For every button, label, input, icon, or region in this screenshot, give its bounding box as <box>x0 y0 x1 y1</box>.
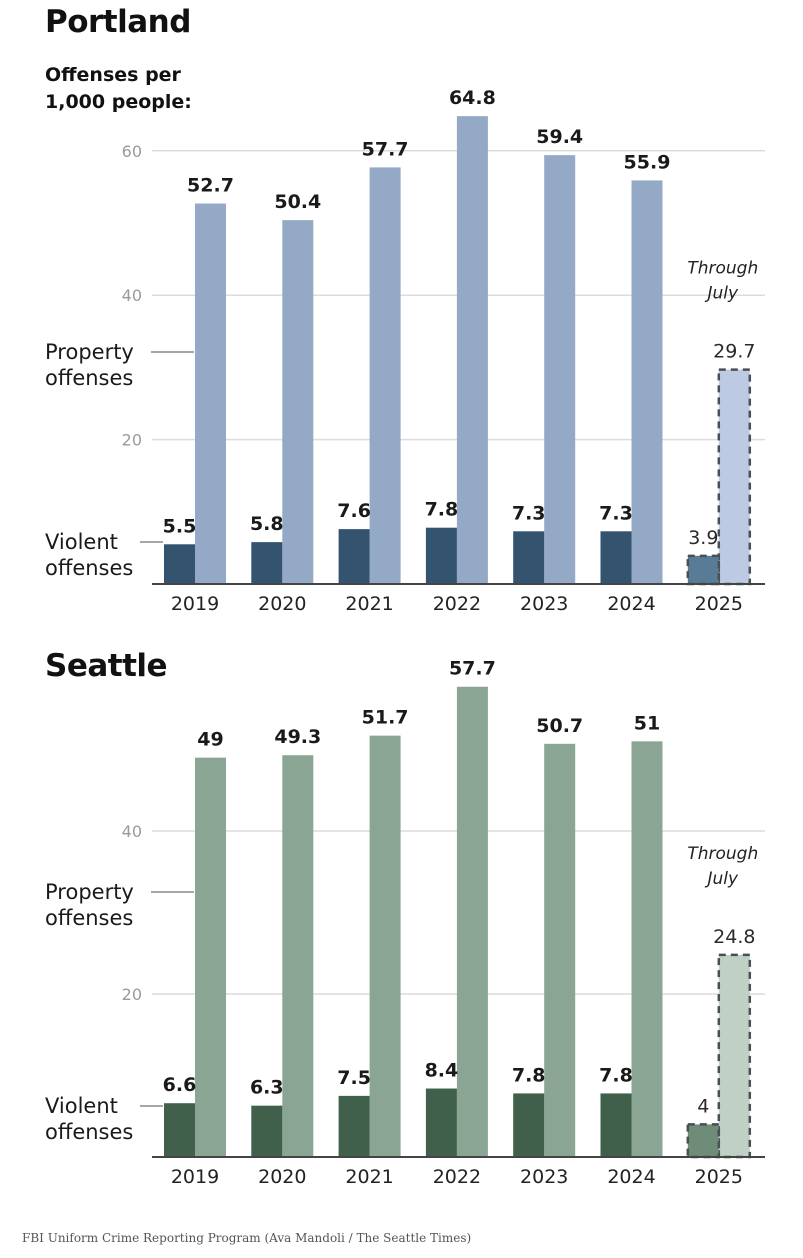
property-value-label: 50.4 <box>274 191 321 213</box>
violent-value-label: 7.8 <box>512 1064 546 1086</box>
violent-bar-2019 <box>164 1103 195 1157</box>
violent-series-label-line-1: Violent <box>45 1094 118 1118</box>
property-value-label: 64.8 <box>449 87 496 109</box>
violent-value-label: 5.8 <box>250 513 284 535</box>
violent-value-label: 7.8 <box>425 499 459 521</box>
violent-bar-2023 <box>513 531 545 584</box>
property-value-label: 57.7 <box>449 658 496 680</box>
violent-value-label: 4 <box>697 1095 709 1117</box>
property-value-label: 51.7 <box>362 707 409 729</box>
property-bar-2022 <box>456 116 488 585</box>
violent-bar-2024 <box>600 531 632 584</box>
violent-value-label: 6.6 <box>163 1074 197 1096</box>
violent-value-label: 8.4 <box>425 1060 459 1082</box>
property-value-label: 51 <box>634 712 660 734</box>
violent-bar-2019 <box>164 544 195 584</box>
property-bar-2025 <box>717 368 752 586</box>
violent-bar-2025 <box>686 554 721 586</box>
violent-value-label: 6.3 <box>250 1077 284 1099</box>
x-tick-2019: 2019 <box>171 1166 219 1188</box>
property-bar-2024 <box>631 180 663 585</box>
partial-note-line-1: Through <box>687 844 758 864</box>
y-tick-60: 60 <box>122 142 142 161</box>
violent-series-label-line-2: offenses <box>45 556 133 580</box>
property-bar-2020 <box>282 755 314 1157</box>
violent-value-label: 3.9 <box>688 527 718 549</box>
violent-value-label: 7.8 <box>599 1064 633 1086</box>
property-bar-2019 <box>195 757 226 1157</box>
x-tick-2019: 2019 <box>171 593 219 615</box>
y-tick-40: 40 <box>122 286 142 305</box>
property-value-label: 29.7 <box>713 341 755 363</box>
property-value-label: 57.7 <box>362 138 409 160</box>
x-tick-2024: 2024 <box>607 1166 655 1188</box>
property-value-label: 52.7 <box>187 175 234 197</box>
portland-subtitle: Offenses per 1,000 people: <box>45 62 192 116</box>
violent-series-label-line-2: offenses <box>45 1120 133 1144</box>
partial-note-line-2: July <box>705 869 740 889</box>
property-value-label: 59.4 <box>536 126 583 148</box>
violent-bar-2022 <box>425 1088 457 1157</box>
partial-note-line-1: Through <box>687 259 758 279</box>
property-bar-2019 <box>195 203 226 585</box>
property-value-label: 49 <box>197 729 223 751</box>
violent-bar-2020 <box>251 1105 283 1157</box>
violent-value-label: 5.5 <box>163 515 197 537</box>
property-bar-2023 <box>544 743 576 1157</box>
x-tick-2022: 2022 <box>433 593 481 615</box>
x-tick-2020: 2020 <box>258 1166 306 1188</box>
violent-value-label: 7.3 <box>512 502 546 524</box>
property-bar-2021 <box>369 167 401 584</box>
x-tick-2023: 2023 <box>520 593 568 615</box>
violent-bar-2022 <box>425 527 457 584</box>
violent-value-label: 7.6 <box>337 500 371 522</box>
subtitle-line-2: 1,000 people: <box>45 91 192 113</box>
property-bar-2023 <box>544 155 576 584</box>
violent-bar-2021 <box>338 529 370 584</box>
x-tick-2025: 2025 <box>695 1166 743 1188</box>
x-tick-2021: 2021 <box>345 1166 393 1188</box>
seattle-title: Seattle <box>45 648 168 684</box>
violent-value-label: 7.3 <box>599 502 633 524</box>
violent-bar-2025 <box>686 1123 721 1159</box>
portland-title: Portland <box>45 4 191 40</box>
violent-series-label-line-1: Violent <box>45 530 118 554</box>
violent-value-label: 7.5 <box>337 1067 371 1089</box>
x-tick-2021: 2021 <box>345 593 393 615</box>
property-bar-2025 <box>717 953 752 1159</box>
property-value-label: 49.3 <box>274 726 321 748</box>
x-tick-2020: 2020 <box>258 593 306 615</box>
property-series-label-line-2: offenses <box>45 906 133 930</box>
seattle-chart: 20 40 6.6 49 2019 6.3 49.3 2020 7.5 51.7 2021 8.4 57… <box>45 658 765 1188</box>
y-tick-40: 40 <box>122 822 142 841</box>
y-tick-20: 20 <box>122 431 142 450</box>
property-series-label-line-1: Property <box>45 340 134 364</box>
x-tick-2024: 2024 <box>607 593 655 615</box>
property-bar-2021 <box>369 735 401 1157</box>
x-tick-2022: 2022 <box>433 1166 481 1188</box>
portland-chart: 20 40 60 5.5 52.7 2019 5.8 50.4 2020 7.6 57.7 2021 7… <box>45 87 765 615</box>
x-tick-2025: 2025 <box>695 593 743 615</box>
property-bar-2024 <box>631 741 663 1157</box>
property-value-label: 24.8 <box>713 926 755 948</box>
source-credit: FBI Uniform Crime Reporting Program (Ava… <box>22 1231 472 1245</box>
violent-bar-2023 <box>513 1093 545 1157</box>
property-series-label-line-1: Property <box>45 880 134 904</box>
y-tick-20: 20 <box>122 985 142 1004</box>
subtitle-line-1: Offenses per <box>45 64 181 86</box>
violent-bar-2021 <box>338 1095 370 1157</box>
partial-note-line-2: July <box>705 284 740 304</box>
property-bar-2022 <box>456 686 488 1157</box>
x-tick-2023: 2023 <box>520 1166 568 1188</box>
violent-bar-2020 <box>251 542 283 584</box>
property-value-label: 50.7 <box>536 715 583 737</box>
property-bar-2020 <box>282 220 314 584</box>
property-series-label-line-2: offenses <box>45 366 133 390</box>
violent-bar-2024 <box>600 1093 632 1157</box>
property-value-label: 55.9 <box>624 151 671 173</box>
